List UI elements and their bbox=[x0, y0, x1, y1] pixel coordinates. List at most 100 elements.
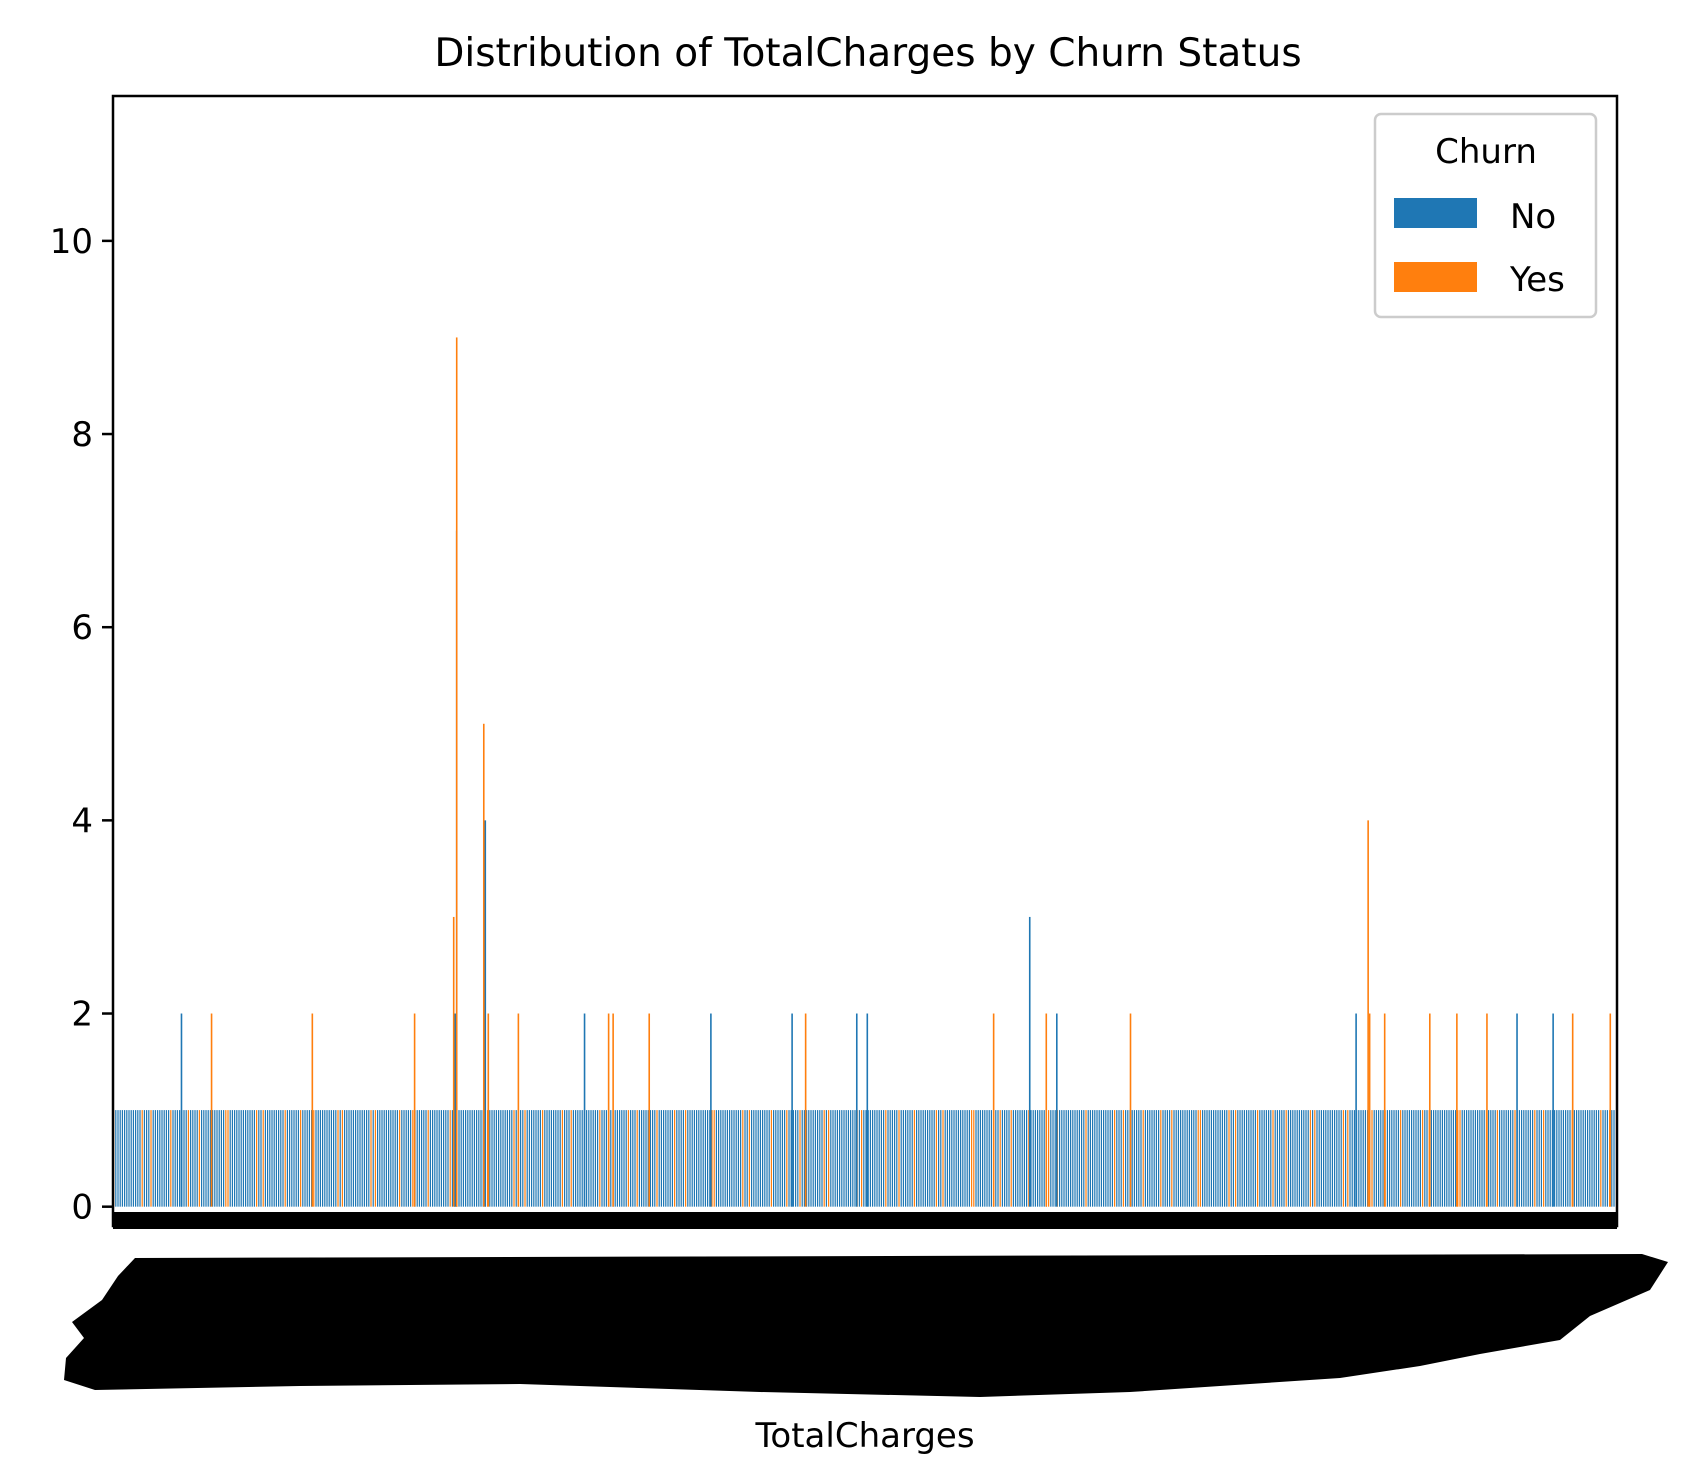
bar-yes bbox=[1457, 1110, 1459, 1207]
bar-no bbox=[1501, 1110, 1503, 1207]
bar-no bbox=[671, 1110, 674, 1207]
bar-no bbox=[660, 1110, 663, 1207]
bar-no bbox=[792, 1110, 795, 1207]
bar-yes bbox=[1122, 1110, 1125, 1207]
bar-no bbox=[1538, 1110, 1540, 1207]
bar-no bbox=[148, 1110, 150, 1207]
bar-no bbox=[643, 1110, 645, 1207]
bar-no bbox=[1477, 1110, 1479, 1207]
bar-no bbox=[1474, 1110, 1477, 1207]
bar-no bbox=[418, 1110, 421, 1207]
bar-yes-tall bbox=[1609, 1013, 1612, 1207]
bar-no bbox=[410, 1110, 412, 1207]
bar-no bbox=[1230, 1110, 1232, 1207]
bar-yes bbox=[256, 1110, 258, 1207]
bar-yes bbox=[227, 1110, 229, 1207]
bar-no bbox=[1023, 1110, 1026, 1207]
bar-no bbox=[623, 1110, 625, 1207]
bar-no bbox=[533, 1110, 535, 1207]
bar-yes bbox=[262, 1110, 264, 1207]
bar-no bbox=[924, 1110, 927, 1207]
bar-no bbox=[359, 1110, 361, 1207]
bar-no bbox=[1595, 1110, 1598, 1207]
bar-no bbox=[575, 1110, 577, 1207]
bar-no bbox=[451, 1110, 454, 1207]
bar-no bbox=[1463, 1110, 1466, 1207]
bar-no bbox=[1193, 1110, 1195, 1207]
bar-no-tall bbox=[710, 1013, 712, 1207]
bar-no bbox=[366, 1110, 368, 1207]
bar-yes bbox=[1199, 1110, 1202, 1207]
bar-no bbox=[704, 1110, 707, 1207]
bar-no bbox=[1089, 1110, 1092, 1207]
bar-no bbox=[251, 1110, 253, 1207]
bar-no bbox=[986, 1110, 988, 1207]
bar-no bbox=[438, 1110, 440, 1207]
bar-no bbox=[1098, 1110, 1100, 1207]
bar-no bbox=[436, 1110, 438, 1207]
bar-no bbox=[234, 1110, 236, 1207]
bar-no bbox=[1070, 1110, 1072, 1207]
bar-no bbox=[539, 1110, 542, 1207]
bar-no bbox=[1327, 1110, 1329, 1207]
bar-no bbox=[1593, 1110, 1595, 1207]
bar-no bbox=[295, 1110, 297, 1207]
bar-no bbox=[1206, 1110, 1208, 1207]
bar-no bbox=[1362, 1110, 1364, 1207]
bar-no bbox=[1433, 1110, 1435, 1207]
bar-no bbox=[1331, 1110, 1334, 1207]
bar-yes bbox=[1085, 1110, 1087, 1207]
bar-no bbox=[1120, 1110, 1122, 1207]
bar-no bbox=[526, 1110, 528, 1207]
bar-no bbox=[1444, 1110, 1446, 1207]
bar-no bbox=[328, 1110, 330, 1207]
bar-no bbox=[1074, 1110, 1076, 1207]
bar-no-tall bbox=[866, 1013, 869, 1207]
bar-yes-tall bbox=[1456, 1013, 1458, 1207]
bar-no bbox=[1472, 1110, 1474, 1207]
bar-no bbox=[1219, 1110, 1221, 1207]
bar-no bbox=[319, 1110, 322, 1207]
bar-no bbox=[735, 1110, 737, 1207]
bar-no-tall bbox=[583, 1013, 586, 1207]
bar-no bbox=[953, 1110, 955, 1207]
bar-no bbox=[473, 1110, 476, 1207]
bar-no bbox=[447, 1110, 449, 1207]
bar-no bbox=[1155, 1110, 1158, 1207]
bar-yes bbox=[1514, 1110, 1516, 1207]
bar-no bbox=[775, 1110, 777, 1207]
bar-no bbox=[1136, 1110, 1138, 1207]
bar-no bbox=[722, 1110, 724, 1207]
bar-no bbox=[1281, 1110, 1283, 1207]
bar-no bbox=[905, 1110, 907, 1207]
bar-no bbox=[988, 1110, 990, 1207]
bar-no bbox=[1507, 1110, 1510, 1207]
bar-yes-tall bbox=[1045, 1013, 1048, 1207]
bar-no bbox=[183, 1110, 185, 1207]
bar-no bbox=[740, 1110, 742, 1207]
bar-no bbox=[755, 1110, 757, 1207]
bar-no bbox=[1505, 1110, 1507, 1207]
bar-no bbox=[293, 1110, 295, 1207]
bar-no bbox=[883, 1110, 885, 1207]
bar-no-tall bbox=[454, 1013, 457, 1207]
bar-no bbox=[1468, 1110, 1470, 1207]
bar-no bbox=[1149, 1110, 1151, 1207]
bar-no bbox=[680, 1110, 682, 1207]
bar-yes bbox=[823, 1110, 825, 1207]
bar-no-tall bbox=[180, 1013, 183, 1207]
bar-no bbox=[1439, 1110, 1441, 1207]
bar-yes bbox=[1235, 1110, 1237, 1207]
bar-no bbox=[1584, 1110, 1587, 1207]
bar-no bbox=[1250, 1110, 1252, 1207]
bar-no bbox=[432, 1110, 434, 1207]
bar-yes bbox=[1285, 1110, 1287, 1207]
bar-no bbox=[834, 1110, 836, 1207]
bar-no bbox=[1017, 1110, 1019, 1207]
bar-no bbox=[1430, 1110, 1433, 1207]
bar-no bbox=[394, 1110, 396, 1207]
bar-no bbox=[1118, 1110, 1120, 1207]
legend-label-yes: Yes bbox=[1509, 260, 1565, 300]
bar-no bbox=[669, 1110, 671, 1207]
bar-no bbox=[678, 1110, 680, 1207]
